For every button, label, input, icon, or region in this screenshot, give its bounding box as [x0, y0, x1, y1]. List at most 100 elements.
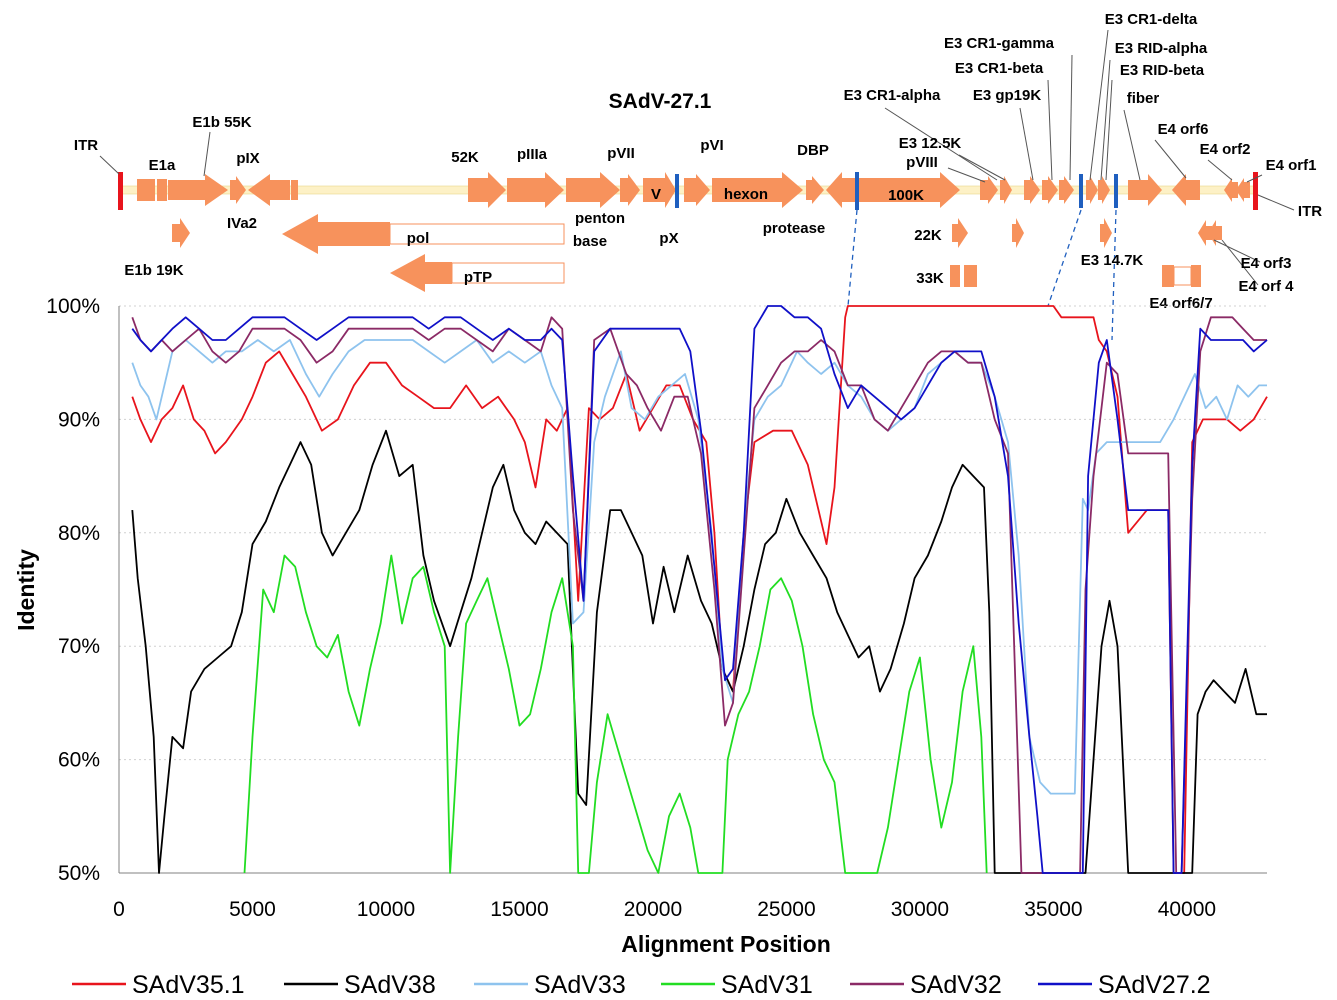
e3-marker-a [1079, 174, 1083, 208]
gene-e3-cr1-gamma [1086, 176, 1098, 204]
gene-label: E3 14.7K [1081, 252, 1144, 269]
legend-label: SAdV38 [344, 971, 436, 999]
gene-e3-12-5k [1000, 176, 1012, 204]
gene-33k-b [964, 265, 977, 287]
gene-label: DBP [797, 142, 829, 159]
legend-label: SAdV33 [534, 971, 626, 999]
gene-e3-cr1-delta [1098, 176, 1110, 204]
series-line-sadv31 [243, 554, 988, 874]
y-axis-title: Identity [13, 549, 39, 631]
gene-hexon [712, 172, 803, 208]
y-tick-label: 50% [58, 862, 100, 885]
gene-iva2-b [291, 180, 298, 200]
gene-e3-gp19k [1042, 176, 1058, 204]
gene-label: 100K [888, 187, 924, 204]
y-tick-label: 90% [58, 408, 100, 431]
gene-e4-orf3 [1198, 220, 1212, 246]
plot-frame [118, 306, 1267, 874]
gene-22k [952, 218, 968, 248]
gene-label: base [573, 233, 607, 250]
gene-label: E1b 55K [192, 114, 251, 131]
y-tick-label: 100% [46, 295, 100, 318]
series-line-sadv38 [131, 429, 1267, 874]
gene-label: 33K [916, 270, 944, 287]
gene-e4-orf4 [1208, 220, 1222, 246]
gene-33k-a [950, 265, 960, 287]
gene-penton-base [566, 172, 620, 208]
series-line-sadv27-2 [131, 305, 1268, 874]
gene-100k [858, 172, 960, 208]
x-tick-label: 15000 [490, 898, 548, 921]
gene-pix [230, 176, 246, 204]
gene-52k [468, 172, 506, 208]
legend-label: SAdV35.1 [132, 971, 245, 999]
gene-label: hexon [724, 186, 768, 203]
gene-fiber [1128, 174, 1162, 206]
gene-label: E3 CR1-gamma [944, 35, 1055, 52]
genome-title: SAdV-27.1 [609, 90, 712, 113]
gene-label: E3 RID-alpha [1115, 40, 1208, 57]
gene-label: fiber [1127, 90, 1160, 107]
gene-label: V [651, 186, 661, 203]
y-tick-label: 80% [58, 522, 100, 545]
gene-label: E1b 19K [124, 262, 183, 279]
gene-label: 22K [914, 227, 942, 244]
gene-labels: ITR E1a E1b 55K pIX IVa2 E1b 19K pol pTP 52K pIII… [74, 11, 1322, 312]
gene-label: E4 orf3 [1241, 255, 1292, 272]
y-tick-label: 70% [58, 635, 100, 658]
gene-piiia [507, 172, 564, 208]
gene-label: ITR [1298, 203, 1322, 220]
legend-label: SAdV31 [721, 971, 813, 999]
x-tick-label: 5000 [229, 898, 276, 921]
gene-label: protease [763, 220, 826, 237]
x-tick-label: 20000 [624, 898, 682, 921]
gene-dbp [826, 172, 856, 208]
genome-map: SAdV-27.1 [74, 11, 1322, 341]
gene-e1a-a [137, 179, 155, 201]
gene-e4-orf6-7-mid [1173, 266, 1192, 286]
series-line-sadv33 [131, 339, 1267, 795]
gene-iva2 [248, 174, 290, 206]
gene-e4-orf1 [1236, 178, 1250, 202]
gene-label: E4 orf 4 [1238, 278, 1294, 295]
gene-label: E3 gp19K [973, 87, 1042, 104]
gene-e4-orf6-7-a [1162, 265, 1174, 287]
series-lines [131, 305, 1268, 874]
gene-label: pX [659, 230, 678, 247]
x-axis-ticks: 0 5000 10000 15000 20000 25000 30000 35000 40000 [113, 898, 1216, 921]
gene-label: pol [407, 230, 430, 247]
x-axis-title: Alignment Position [621, 931, 831, 957]
gene-e3-14-7k [1100, 218, 1112, 248]
gene-33k-arrow [1012, 218, 1024, 248]
gene-label: E3 12.5K [899, 135, 962, 152]
legend-label: SAdV32 [910, 971, 1002, 999]
x-tick-label: 30000 [891, 898, 949, 921]
x-tick-label: 10000 [357, 898, 415, 921]
itr-right-marker [1253, 172, 1258, 210]
y-tick-label: 60% [58, 749, 100, 772]
gene-e4-orf2 [1224, 178, 1238, 202]
gene-label: E3 CR1-alpha [844, 87, 941, 104]
gene-e4-orf6 [1172, 174, 1200, 206]
x-tick-label: 0 [113, 898, 125, 921]
legend-label: SAdV27.2 [1098, 971, 1211, 999]
gene-e1b-55k [168, 174, 228, 206]
legend: SAdV35.1 SAdV38 SAdV33 SAdV31 SAdV32 SAdV27.2 [72, 971, 1211, 999]
gene-label: E4 orf6/7 [1149, 295, 1212, 312]
gene-pol [282, 214, 390, 254]
gene-label: ITR [74, 137, 98, 154]
gene-e3-cr1-alpha [1024, 176, 1040, 204]
mapping-lines [847, 209, 1117, 341]
gene-label: E3 CR1-beta [955, 60, 1044, 77]
gene-e1b-19k [172, 218, 190, 248]
gene-label: pTP [464, 269, 492, 286]
gene-e1a-b [157, 179, 167, 201]
e3-marker-b [1114, 174, 1118, 208]
gene-label: pVI [700, 137, 723, 154]
gene-pvii [620, 174, 640, 206]
gene-label: E4 orf1 [1266, 157, 1317, 174]
gene-ptp [390, 254, 452, 292]
series-line-sadv32 [131, 316, 1267, 874]
gene-e3-cr1-beta [1059, 176, 1074, 204]
